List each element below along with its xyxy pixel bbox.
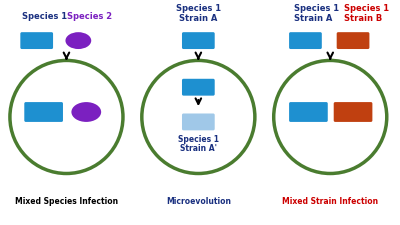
Ellipse shape	[66, 32, 91, 49]
Ellipse shape	[72, 102, 101, 122]
FancyBboxPatch shape	[337, 32, 370, 49]
Text: Mixed Strain Infection: Mixed Strain Infection	[282, 197, 378, 206]
Text: Microevolution: Microevolution	[166, 197, 231, 206]
Text: Strain A: Strain A	[294, 14, 332, 23]
Text: Strain B: Strain B	[344, 14, 382, 23]
Text: Mixed Species Infection: Mixed Species Infection	[15, 197, 118, 206]
Text: Strain A': Strain A'	[180, 144, 217, 153]
Text: Species 1: Species 1	[178, 135, 219, 144]
Text: Species 1: Species 1	[294, 4, 339, 13]
FancyBboxPatch shape	[182, 79, 215, 96]
FancyBboxPatch shape	[182, 113, 215, 130]
FancyBboxPatch shape	[182, 32, 215, 49]
Text: Species 2: Species 2	[68, 12, 112, 21]
FancyBboxPatch shape	[289, 102, 328, 122]
Text: Strain A: Strain A	[179, 14, 218, 23]
Text: Species 1: Species 1	[22, 12, 67, 21]
FancyBboxPatch shape	[24, 102, 63, 122]
FancyBboxPatch shape	[20, 32, 53, 49]
FancyBboxPatch shape	[334, 102, 372, 122]
FancyBboxPatch shape	[289, 32, 322, 49]
Text: Species 1: Species 1	[176, 4, 221, 13]
Text: Species 1: Species 1	[344, 4, 389, 13]
